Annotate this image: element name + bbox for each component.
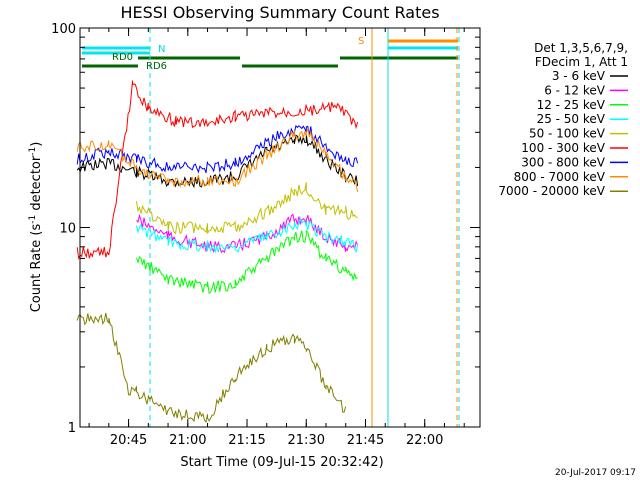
series-line-4 <box>136 182 358 235</box>
series-line-7 <box>76 128 359 193</box>
x-axis-label: Start Time (09-Jul-15 20:32:42) <box>180 455 383 470</box>
y-tick-label: 10 <box>59 222 76 237</box>
legend-label: 3 - 6 keV <box>552 69 606 83</box>
x-tick-label: 21:00 <box>169 433 206 448</box>
annotation-rd0: RD0 <box>112 52 133 63</box>
legend-label: 100 - 300 keV <box>521 141 605 155</box>
chart-title: HESSI Observing Summary Count Rates <box>120 3 439 22</box>
legend-header-2: FDecim 1, Att 1 <box>535 55 628 69</box>
y-axis: 1 10 100 <box>51 22 480 436</box>
series-line-3 <box>136 216 359 254</box>
y-axis-label: Count Rate (s-1 detector-1) <box>28 142 44 313</box>
x-axis: 20:45 21:00 21:15 21:30 21:45 22:00 <box>88 28 465 448</box>
legend-label: 12 - 25 keV <box>537 98 606 112</box>
legend-label: 300 - 800 keV <box>521 155 605 169</box>
legend-header-1: Det 1,3,5,6,7,9, <box>534 41 628 55</box>
x-tick-label: 20:45 <box>110 433 147 448</box>
annotation-s: S <box>358 36 364 47</box>
annotation-n: N <box>158 44 165 55</box>
legend-label: 7000 - 20000 keV <box>498 184 605 198</box>
x-tick-label: 21:45 <box>347 433 384 448</box>
x-tick-label: 22:00 <box>406 433 443 448</box>
series-line-2 <box>136 229 358 295</box>
y-tick-label: 1 <box>68 421 76 436</box>
annotation-rd6: RD6 <box>146 61 167 72</box>
legend-label: 6 - 12 keV <box>544 83 606 97</box>
series-line-5 <box>76 80 359 261</box>
timestamp: 20-Jul-2017 09:17 <box>555 468 636 478</box>
x-tick-label: 21:15 <box>228 433 265 448</box>
plot-area <box>76 28 460 427</box>
legend-label: 25 - 50 keV <box>537 112 606 126</box>
legend-label: 50 - 100 keV <box>529 127 606 141</box>
legend-label: 800 - 7000 keV <box>514 170 606 184</box>
series-line-8 <box>76 312 347 424</box>
series-line-0 <box>76 134 359 189</box>
y-tick-label: 100 <box>51 22 76 37</box>
x-tick-label: 21:30 <box>288 433 325 448</box>
